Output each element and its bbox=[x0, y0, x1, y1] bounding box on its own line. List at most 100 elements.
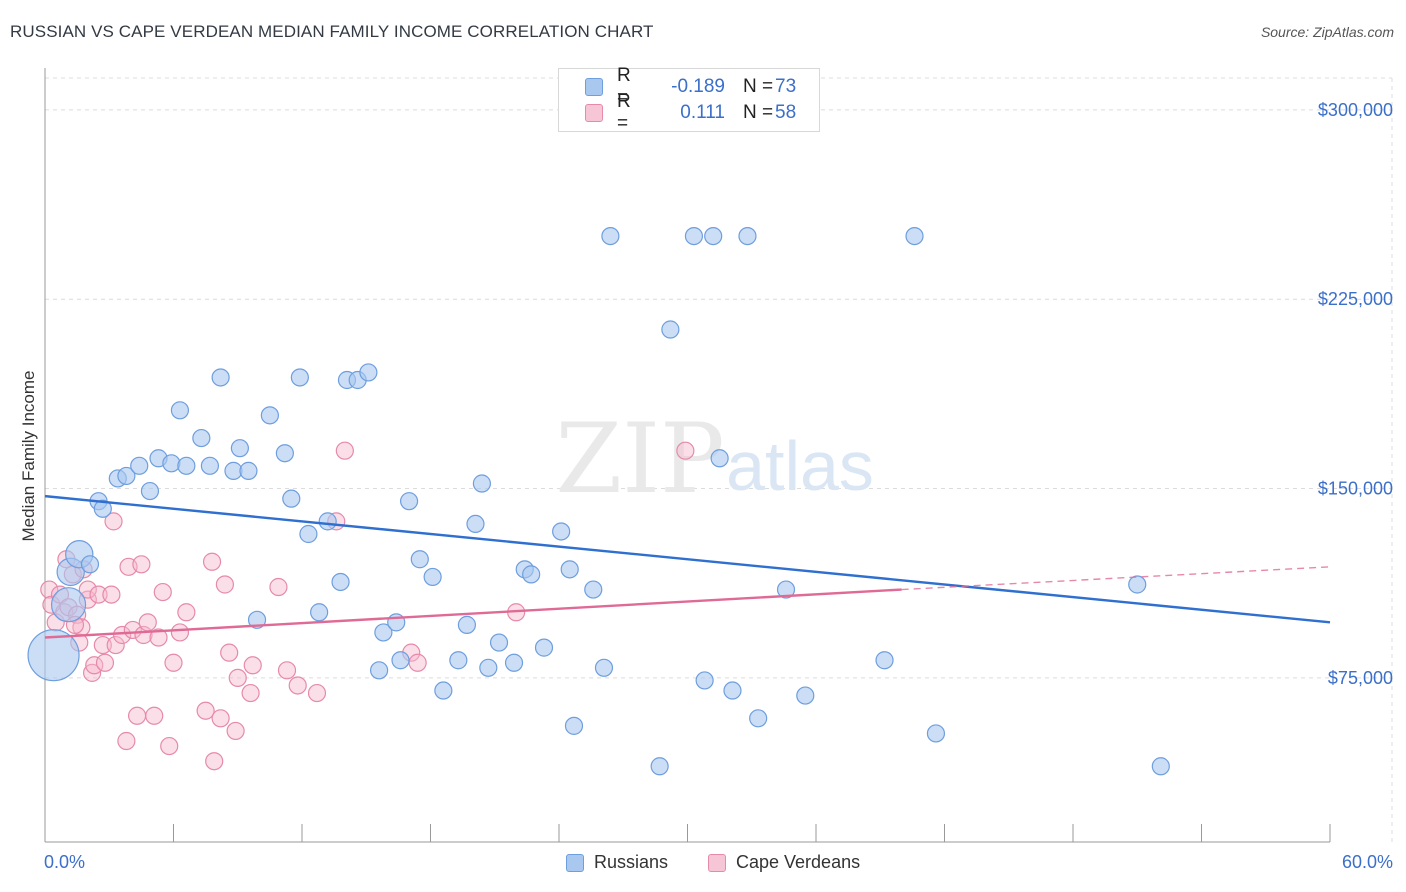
russian-point bbox=[472, 474, 491, 493]
cape-verdean-point bbox=[83, 663, 102, 682]
cape-verdean-point bbox=[145, 706, 164, 725]
cape-verdean-point bbox=[89, 585, 108, 604]
cape-verdean-point bbox=[117, 731, 136, 751]
y-tick-labels: $75,000 $150,000 $225,000 $300,000 bbox=[1318, 100, 1393, 688]
russian-point bbox=[391, 651, 410, 670]
russian-point bbox=[239, 461, 258, 480]
source-credit: Source: ZipAtlas.com bbox=[1260, 24, 1394, 40]
russian-point bbox=[684, 226, 704, 246]
cape-verdean-point bbox=[127, 706, 147, 725]
zipatlas-watermark: ZIP atlas bbox=[555, 403, 874, 515]
russian-point bbox=[93, 499, 112, 518]
russian-point bbox=[331, 572, 350, 592]
cape-verdean-point bbox=[211, 709, 230, 728]
russian-point bbox=[370, 661, 389, 680]
russian-point bbox=[534, 638, 554, 657]
russian-point bbox=[704, 226, 723, 246]
cape-verdean-point bbox=[269, 577, 288, 597]
cape-verdean-point bbox=[102, 585, 121, 604]
russian-point bbox=[650, 757, 669, 776]
russian-point bbox=[1151, 757, 1170, 776]
russian-point bbox=[695, 671, 714, 690]
cape-legend-label: Cape Verdeans bbox=[736, 852, 861, 872]
r-label: R = bbox=[617, 91, 631, 134]
russian-point bbox=[423, 567, 442, 587]
russian-point bbox=[282, 489, 301, 508]
y-tick-label: $150,000 bbox=[1318, 479, 1393, 499]
cape-verdean-point bbox=[112, 625, 132, 645]
russian-point bbox=[299, 524, 318, 544]
russian-point bbox=[479, 658, 498, 677]
russian-point bbox=[738, 226, 757, 246]
cape-swatch bbox=[585, 104, 603, 122]
y-tick-label: $300,000 bbox=[1318, 100, 1393, 120]
russian-point bbox=[1128, 575, 1147, 594]
cape-verdean-point bbox=[153, 582, 172, 602]
n-value: 73 bbox=[775, 76, 797, 97]
y-tick-label: $225,000 bbox=[1318, 289, 1393, 309]
russians-legend-swatch bbox=[566, 853, 584, 872]
legend-item-russians[interactable]: Russians bbox=[566, 852, 668, 873]
russian-point bbox=[749, 709, 768, 728]
watermark-atlas: atlas bbox=[726, 427, 874, 505]
russian-point bbox=[230, 439, 249, 458]
chart-title: RUSSIAN VS CAPE VERDEAN MEDIAN FAMILY IN… bbox=[10, 22, 654, 41]
cape-verdean-point bbox=[277, 661, 297, 680]
cape-verdean-point bbox=[205, 752, 224, 771]
r-value: -0.189 bbox=[671, 76, 725, 97]
cape-verdean-point bbox=[95, 653, 115, 672]
russians-legend-label: Russians bbox=[594, 852, 669, 872]
cape-verdean-point bbox=[170, 623, 190, 642]
russian-point bbox=[504, 653, 524, 672]
cape-verdean-point bbox=[164, 653, 183, 672]
russian-point bbox=[457, 615, 477, 634]
legend-row-russians: R = -0.189 N = 73 bbox=[585, 65, 797, 108]
russian-point bbox=[522, 565, 541, 584]
series-legend: Russians Cape Verdeans bbox=[0, 852, 1406, 876]
n-label: N = bbox=[743, 76, 774, 97]
russian-point bbox=[290, 368, 309, 387]
russian-point bbox=[170, 401, 190, 420]
russian-point bbox=[449, 651, 468, 670]
cape-verdean-point bbox=[40, 580, 59, 599]
cape-verdean-point bbox=[335, 441, 354, 460]
russian-point bbox=[177, 456, 196, 475]
cape-verdean-point bbox=[149, 628, 168, 647]
russian-point bbox=[200, 456, 220, 475]
russians-trend-line bbox=[44, 494, 1331, 624]
russian-point bbox=[310, 603, 329, 622]
russian-point bbox=[80, 555, 100, 574]
russian-point bbox=[661, 320, 680, 339]
russian-point bbox=[601, 226, 620, 246]
russian-point bbox=[723, 681, 742, 700]
cape-verdean-point bbox=[215, 575, 234, 594]
russian-point bbox=[875, 651, 894, 670]
russian-points bbox=[27, 226, 1170, 776]
legend-item-cape-verdeans[interactable]: Cape Verdeans bbox=[708, 852, 860, 873]
cape-verdean-point bbox=[288, 676, 307, 695]
russian-point bbox=[117, 466, 136, 486]
russian-point bbox=[564, 716, 584, 735]
correlation-legend: R = -0.189 N = 73 R = 0.111 N = 58 bbox=[558, 65, 820, 134]
russian-point bbox=[27, 629, 80, 682]
russian-point bbox=[434, 681, 453, 700]
cape-verdean-point bbox=[220, 643, 239, 662]
russian-point bbox=[140, 481, 160, 501]
r-value: 0.111 bbox=[680, 102, 725, 123]
cape-verdean-point bbox=[160, 736, 179, 756]
cape-verdean-point bbox=[243, 656, 262, 675]
x-axis-min-label: 0.0% bbox=[44, 852, 86, 872]
russian-point bbox=[584, 580, 603, 599]
y-tick-label: $75,000 bbox=[1328, 668, 1393, 688]
russian-point bbox=[318, 512, 337, 531]
russian-point bbox=[594, 658, 614, 677]
cape-verdean-point bbox=[228, 668, 247, 688]
russian-point bbox=[162, 454, 181, 473]
cape-verdeans-trend-line bbox=[44, 588, 902, 639]
trend-lines bbox=[44, 494, 1331, 639]
cape-verdean-point bbox=[138, 613, 157, 632]
cape-verdean-point bbox=[123, 620, 142, 640]
russian-point bbox=[374, 623, 393, 642]
russian-point bbox=[260, 406, 279, 425]
